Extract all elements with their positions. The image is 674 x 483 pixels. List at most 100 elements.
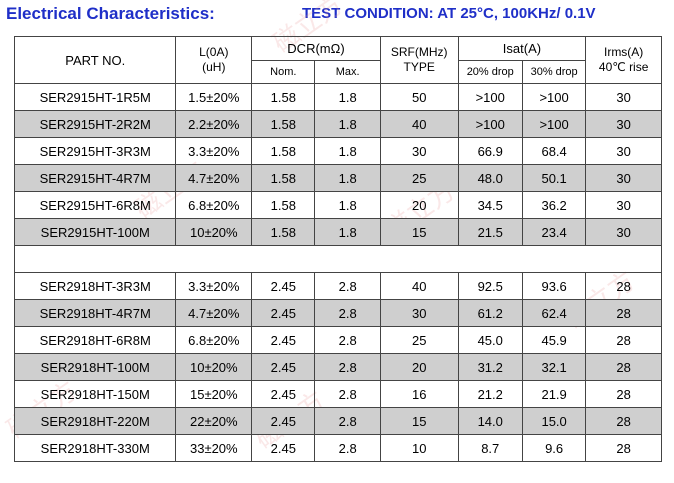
dcr-nom: 1.58 — [251, 191, 316, 219]
irms: 30 — [585, 191, 662, 219]
page-title: Electrical Characteristics: — [6, 4, 215, 23]
inductance: 4.7±20% — [175, 299, 253, 327]
dcr-nom: 1.58 — [251, 218, 316, 246]
table-row: SER2918HT-150M 15±20% 2.45 2.8 16 21.2 2… — [13, 380, 662, 408]
isat-20: 21.5 — [457, 218, 523, 246]
inductance: 15±20% — [175, 380, 253, 408]
isat-20: 31.2 — [457, 353, 523, 381]
srf: 30 — [379, 299, 459, 327]
table-row: SER2915HT-1R5M 1.5±20% 1.58 1.8 50 >100 … — [13, 83, 662, 111]
irms: 30 — [585, 83, 662, 111]
col-part-no: PART NO. — [13, 36, 177, 84]
col-dcr-max: Max. — [314, 60, 381, 84]
col-srf-line1: SRF(MHz) — [390, 45, 448, 59]
isat-30: 15.0 — [521, 407, 587, 435]
isat-20: >100 — [457, 83, 523, 111]
part-number: SER2918HT-150M — [13, 380, 177, 408]
col-irms: Irms(A) 40℃ rise — [585, 36, 662, 84]
isat-20: 21.2 — [457, 380, 523, 408]
srf: 10 — [379, 434, 459, 462]
isat-30: 50.1 — [521, 164, 587, 192]
part-number: SER2915HT-4R7M — [13, 164, 177, 192]
col-inductance: L(0A) (uH) — [175, 36, 253, 84]
table-row: SER2915HT-100M 10±20% 1.58 1.8 15 21.5 2… — [13, 218, 662, 246]
part-number: SER2918HT-4R7M — [13, 299, 177, 327]
dcr-max: 1.8 — [314, 164, 381, 192]
col-isat: Isat(A) — [457, 36, 587, 61]
isat-20: 92.5 — [457, 272, 523, 300]
dcr-max: 1.8 — [314, 218, 381, 246]
dcr-nom: 2.45 — [251, 380, 316, 408]
dcr-nom: 2.45 — [251, 407, 316, 435]
col-isat-20: 20% drop — [457, 60, 523, 84]
irms: 28 — [585, 380, 662, 408]
isat-30: 9.6 — [521, 434, 587, 462]
header-row-2: Nom. Max. 20% drop 30% drop — [15, 60, 662, 84]
irms: 28 — [585, 434, 662, 462]
col-isat-30: 30% drop — [521, 60, 587, 84]
dcr-max: 2.8 — [314, 353, 381, 381]
inductance: 10±20% — [175, 353, 253, 381]
irms: 30 — [585, 218, 662, 246]
table-row: SER2915HT-2R2M 2.2±20% 1.58 1.8 40 >100 … — [13, 110, 662, 138]
srf: 30 — [379, 137, 459, 165]
srf: 50 — [379, 83, 459, 111]
dcr-max: 2.8 — [314, 407, 381, 435]
isat-30: 23.4 — [521, 218, 587, 246]
inductance: 3.3±20% — [175, 272, 253, 300]
col-irms-line2: 40℃ rise — [598, 60, 649, 74]
dcr-max: 1.8 — [314, 83, 381, 111]
col-irms-line1: Irms(A) — [603, 45, 644, 59]
isat-30: 21.9 — [521, 380, 587, 408]
dcr-nom: 2.45 — [251, 434, 316, 462]
irms: 28 — [585, 353, 662, 381]
part-number: SER2918HT-330M — [13, 434, 177, 462]
irms: 28 — [585, 407, 662, 435]
isat-30: >100 — [521, 110, 587, 138]
srf: 40 — [379, 110, 459, 138]
irms: 28 — [585, 299, 662, 327]
table-row: SER2915HT-4R7M 4.7±20% 1.58 1.8 25 48.0 … — [13, 164, 662, 192]
isat-30: 36.2 — [521, 191, 587, 219]
inductance: 6.8±20% — [175, 326, 253, 354]
dcr-max: 2.8 — [314, 299, 381, 327]
isat-20: 34.5 — [457, 191, 523, 219]
srf: 40 — [379, 272, 459, 300]
part-number: SER2918HT-100M — [13, 353, 177, 381]
table-row: SER2915HT-3R3M 3.3±20% 1.58 1.8 30 66.9 … — [13, 137, 662, 165]
inductance: 10±20% — [175, 218, 253, 246]
col-srf-line2: TYPE — [403, 60, 435, 74]
part-number: SER2918HT-3R3M — [13, 272, 177, 300]
dcr-max: 1.8 — [314, 191, 381, 219]
irms: 30 — [585, 164, 662, 192]
isat-30: 68.4 — [521, 137, 587, 165]
col-srf: SRF(MHz) TYPE — [379, 36, 459, 84]
dcr-nom: 1.58 — [251, 137, 316, 165]
isat-20: 14.0 — [457, 407, 523, 435]
part-number: SER2915HT-2R2M — [13, 110, 177, 138]
srf: 20 — [379, 353, 459, 381]
header-row-1: PART NO. L(0A) (uH) DCR(mΩ) SRF(MHz) TYP… — [13, 36, 662, 84]
irms: 28 — [585, 272, 662, 300]
table-row: SER2918HT-220M 22±20% 2.45 2.8 15 14.0 1… — [13, 407, 662, 435]
dcr-nom: 1.58 — [251, 164, 316, 192]
table-row: SER2918HT-6R8M 6.8±20% 2.45 2.8 25 45.0 … — [13, 326, 662, 354]
srf: 16 — [379, 380, 459, 408]
inductance: 1.5±20% — [175, 83, 253, 111]
table-row: SER2918HT-100M 10±20% 2.45 2.8 20 31.2 3… — [13, 353, 662, 381]
isat-30: 93.6 — [521, 272, 587, 300]
inductance: 22±20% — [175, 407, 253, 435]
test-condition: TEST CONDITION: AT 25°C, 100KHz/ 0.1V — [302, 5, 596, 22]
part-number: SER2918HT-220M — [13, 407, 177, 435]
inductance: 3.3±20% — [175, 137, 253, 165]
dcr-nom: 1.58 — [251, 83, 316, 111]
col-dcr: DCR(mΩ) — [251, 36, 381, 61]
dcr-nom: 2.45 — [251, 353, 316, 381]
inductance: 4.7±20% — [175, 164, 253, 192]
part-number: SER2918HT-6R8M — [13, 326, 177, 354]
inductance: 2.2±20% — [175, 110, 253, 138]
inductance: 6.8±20% — [175, 191, 253, 219]
isat-30: 45.9 — [521, 326, 587, 354]
part-number: SER2915HT-6R8M — [13, 191, 177, 219]
isat-20: 45.0 — [457, 326, 523, 354]
